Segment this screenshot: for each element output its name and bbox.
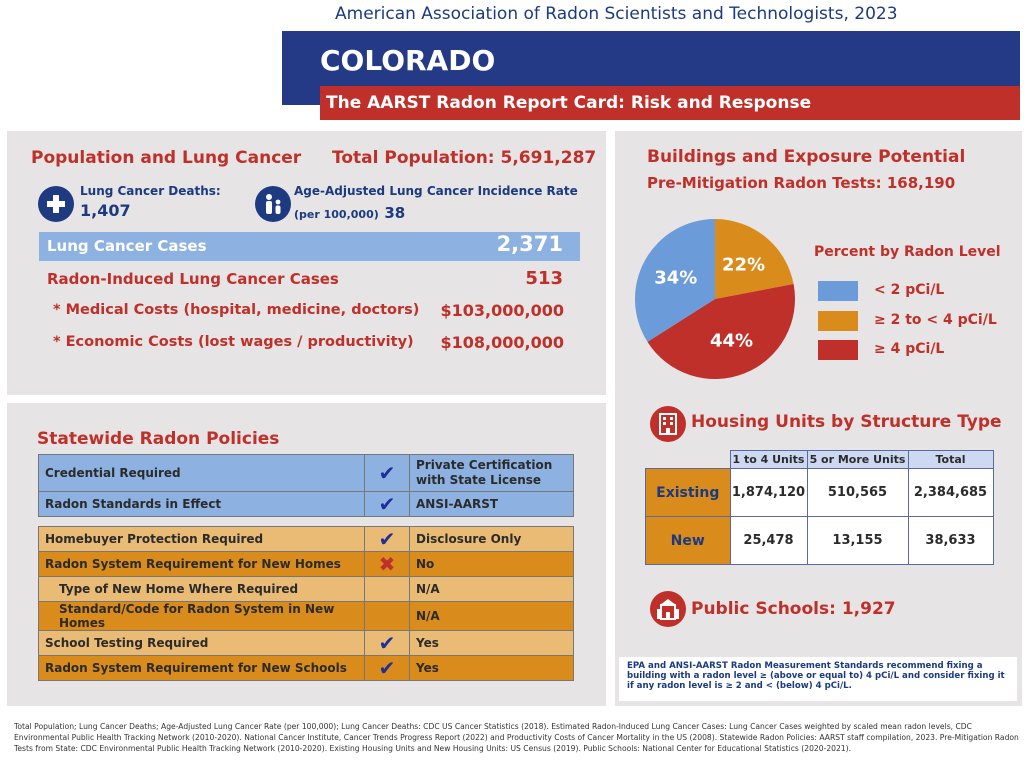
housing-row-label: New	[645, 516, 731, 565]
policy-value: Yes	[409, 630, 574, 656]
policy-row: Credential Required ✔ Private Certificat…	[38, 454, 574, 492]
legend-swatch-mid	[818, 311, 858, 331]
incidence-value: 38	[384, 204, 406, 222]
deaths-value: 1,407	[80, 201, 131, 220]
policy-row: Radon Standards in Effect ✔ ANSI-AARST	[38, 491, 574, 517]
total-population: Total Population: 5,691,287	[332, 148, 597, 168]
medical-costs-label: * Medical Costs (hospital, medicine, doc…	[53, 302, 420, 318]
policy-row: Standard/Code for Radon System in New Ho…	[38, 601, 574, 631]
legend-swatch-low	[818, 281, 858, 301]
school-icon	[650, 591, 686, 627]
slice-label-high: 44%	[710, 331, 753, 352]
note-text: EPA and ANSI-AARST Radon Measurement Sta…	[627, 661, 1005, 691]
legend-label: ≥ 4 pCi/L	[874, 341, 945, 357]
check-icon: ✔	[364, 491, 410, 517]
policy-value: Yes	[409, 655, 574, 681]
policy-value: N/A	[409, 601, 574, 631]
note-box: EPA and ANSI-AARST Radon Measurement Sta…	[619, 657, 1017, 701]
housing-row: New 25,478 13,155 38,633	[645, 516, 994, 565]
policy-value: ANSI-AARST	[409, 491, 574, 517]
housing-cell: 1,874,120	[729, 468, 808, 517]
policy-label: School Testing Required	[38, 630, 365, 656]
report-subtitle: The AARST Radon Report Card: Risk and Re…	[326, 93, 812, 113]
deaths-label: Lung Cancer Deaths:	[80, 184, 221, 198]
public-schools: Public Schools: 1,927	[691, 599, 896, 619]
housing-cell: 38,633	[907, 516, 994, 565]
population-heading: Population and Lung Cancer	[31, 148, 302, 168]
legend-title: Percent by Radon Level	[814, 244, 1001, 260]
check-icon: ✔	[364, 655, 410, 681]
housing-row-label: Existing	[645, 468, 731, 517]
radon-cases-value: 513	[525, 268, 563, 289]
legend-swatch-high	[818, 340, 858, 360]
economic-costs-label: * Economic Costs (lost wages / productiv…	[53, 334, 414, 350]
policy-table-bottom: Homebuyer Protection Required ✔ Disclosu…	[38, 526, 574, 681]
plus-icon	[38, 186, 74, 222]
buildings-heading: Buildings and Exposure Potential	[647, 147, 966, 167]
policy-label: Radon System Requirement for New Schools	[38, 655, 365, 681]
housing-heading: Housing Units by Structure Type	[691, 412, 1002, 432]
state-title: COLORADO	[320, 44, 496, 77]
policy-row: Type of New Home Where Required N/A	[38, 576, 574, 602]
footnote: Total Population; Lung Cancer Deaths; Ag…	[14, 722, 1019, 753]
cases-value: 2,371	[496, 232, 563, 256]
policies-panel: Statewide Radon Policies Credential Requ…	[7, 403, 606, 706]
housing-cell: 510,565	[806, 468, 909, 517]
housing-cell: 25,478	[729, 516, 808, 565]
policy-label: Radon Standards in Effect	[38, 491, 365, 517]
economic-costs-value: $108,000,000	[440, 333, 564, 352]
policy-label: Credential Required	[38, 454, 365, 492]
housing-col-header: 1 to 4 Units	[729, 450, 808, 469]
policy-row: School Testing Required ✔ Yes	[38, 630, 574, 656]
policy-table-top: Credential Required ✔ Private Certificat…	[38, 454, 574, 517]
policy-value: Disclosure Only	[409, 526, 574, 552]
policy-row: Radon System Requirement for New Homes ✖…	[38, 551, 574, 577]
check-icon: ✔	[364, 630, 410, 656]
radon-cases-label: Radon-Induced Lung Cancer Cases	[47, 270, 339, 288]
header-red-band	[320, 86, 1020, 120]
people-icon	[255, 186, 291, 222]
radon-tests: Pre-Mitigation Radon Tests: 168,190	[647, 174, 956, 192]
buildings-panel: Buildings and Exposure Potential Pre-Mit…	[615, 131, 1022, 706]
legend-label: < 2 pCi/L	[874, 282, 945, 298]
slice-low	[635, 219, 715, 342]
housing-table: 1 to 4 Units 5 or More Units Total Exist…	[645, 450, 994, 565]
policies-heading: Statewide Radon Policies	[37, 429, 280, 449]
housing-col-header: Total	[907, 450, 994, 469]
medical-costs-value: $103,000,000	[440, 301, 564, 320]
housing-cell: 2,384,685	[907, 468, 994, 517]
incidence-sub: (per 100,000)	[294, 208, 379, 221]
organization-name: American Association of Radon Scientists…	[335, 4, 898, 24]
building-icon	[650, 406, 686, 442]
legend-label: ≥ 2 to < 4 pCi/L	[874, 312, 997, 328]
cases-band	[39, 232, 580, 261]
slice-label-low: 34%	[654, 267, 697, 288]
housing-col-header: 5 or More Units	[806, 450, 909, 469]
policy-row: Homebuyer Protection Required ✔ Disclosu…	[38, 526, 574, 552]
incidence-label: Age-Adjusted Lung Cancer Incidence Rate	[294, 184, 578, 198]
policy-label: Radon System Requirement for New Homes	[38, 551, 365, 577]
policy-label: Type of New Home Where Required	[38, 576, 365, 602]
population-panel: Population and Lung Cancer Total Populat…	[7, 131, 606, 395]
check-icon: ✔	[364, 526, 410, 552]
policy-value: No	[409, 551, 574, 577]
slice-mid	[715, 219, 794, 299]
housing-cell: 13,155	[806, 516, 909, 565]
slice-label-mid: 22%	[722, 254, 765, 275]
policy-value: Private Certification with State License	[409, 454, 574, 492]
policy-label: Homebuyer Protection Required	[38, 526, 365, 552]
cross-icon: ✖	[364, 551, 410, 577]
policy-label: Standard/Code for Radon System in New Ho…	[38, 601, 365, 631]
radon-level-pie-chart: 22% 44% 34%	[635, 219, 795, 379]
check-icon: ✔	[364, 454, 410, 492]
policy-value: N/A	[409, 576, 574, 602]
policy-row: Radon System Requirement for New Schools…	[38, 655, 574, 681]
cases-label: Lung Cancer Cases	[47, 237, 207, 255]
slice-high	[647, 284, 795, 379]
housing-row: Existing 1,874,120 510,565 2,384,685	[645, 468, 994, 517]
